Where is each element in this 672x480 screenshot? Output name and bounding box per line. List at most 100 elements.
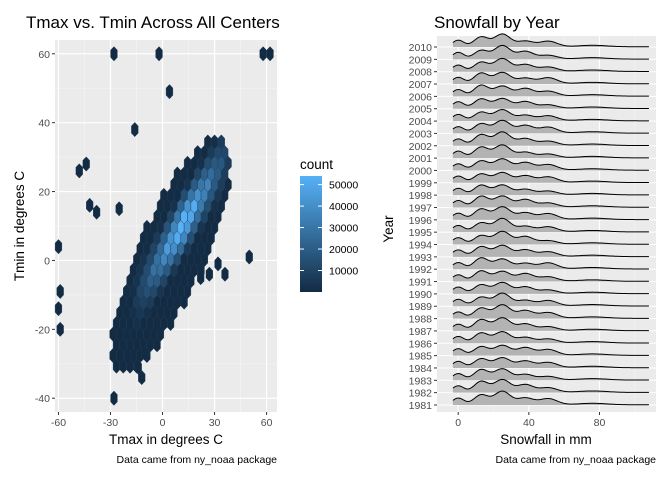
- hexbin-y-axis-label: Tmin in degrees C: [12, 171, 27, 282]
- ridge-area-2000: [452, 158, 649, 171]
- y-tick-label: 0: [44, 255, 50, 267]
- y-tick-label: 40: [38, 118, 50, 130]
- hex-cell-outlier: [131, 122, 139, 138]
- year-label: 2006: [409, 91, 433, 103]
- hexbin-caption: Data came from ny_noaa package: [116, 454, 277, 466]
- hex-cell-outlier: [110, 46, 118, 62]
- year-label: 1994: [409, 240, 433, 252]
- hex-cell-outlier: [197, 270, 205, 286]
- ridge-line-2007: [452, 71, 649, 85]
- hexbin-cells: [54, 46, 274, 406]
- x-tick-label: 30: [209, 417, 221, 429]
- hexbin-title: Tmax vs. Tmin Across All Centers: [26, 13, 280, 32]
- ridge-line-1998: [452, 184, 649, 196]
- hex-cell: [217, 134, 225, 150]
- year-label: 2002: [409, 141, 433, 153]
- ridge-line-2002: [452, 131, 649, 147]
- year-label: 1989: [409, 301, 433, 313]
- hex-cell-outlier: [205, 266, 213, 282]
- hex-cell-outlier: [221, 266, 229, 282]
- hex-cell-outlier: [115, 201, 123, 217]
- ridge-area-2002: [452, 131, 649, 146]
- ridge-area-2005: [452, 98, 649, 109]
- ridge-line-1994: [452, 230, 649, 245]
- year-label: 1983: [409, 375, 433, 387]
- year-label: 2005: [409, 104, 433, 116]
- hexbin-chart: Tmax vs. Tmin Across All Centers -60 -30 0…: [12, 13, 358, 466]
- year-label: 1981: [409, 400, 433, 412]
- year-label: 2003: [409, 128, 433, 140]
- y-tick-label: 60: [38, 49, 50, 61]
- year-label: 1988: [409, 314, 433, 326]
- ridge-area-1999: [452, 172, 649, 183]
- ridge-area-2008: [452, 58, 649, 72]
- ridge-line-1984: [452, 357, 649, 369]
- ridgeline-y-ticks: 1981198219831984198519861987198819891990…: [409, 42, 437, 412]
- hex-cell-outlier: [110, 390, 118, 406]
- year-label: 1987: [409, 326, 433, 338]
- ridge-area-1981: [452, 391, 649, 405]
- hex-cell-outlier: [214, 256, 222, 272]
- ridge-line-1987: [452, 317, 649, 332]
- year-label: 2009: [409, 54, 433, 66]
- ridge-line-1981: [452, 390, 649, 406]
- ridge-area-2006: [452, 84, 649, 97]
- y-tick-label: -20: [35, 324, 50, 336]
- ridge-line-1983: [452, 368, 649, 381]
- year-label: 1990: [409, 289, 433, 301]
- ridge-area-1982: [452, 379, 649, 393]
- ridge-line-1982: [452, 378, 649, 393]
- year-label: 2007: [409, 79, 433, 91]
- ridge-area-2009: [452, 45, 649, 60]
- ridge-area-1986: [452, 331, 649, 344]
- ridge-line-1991: [452, 270, 649, 282]
- ridgeline-x-axis-label: Snowfall in mm: [500, 432, 592, 447]
- year-label: 1998: [409, 190, 433, 202]
- hex-cell-outlier: [82, 156, 90, 172]
- year-label: 1996: [409, 215, 433, 227]
- year-label: 1995: [409, 227, 433, 239]
- hex-cell-outlier: [165, 84, 174, 100]
- legend-tick-label: 10000: [329, 266, 358, 278]
- ridge-area-1993: [452, 245, 649, 257]
- legend-tick-label: 50000: [329, 180, 358, 192]
- ridge-area-1998: [452, 184, 649, 196]
- hex-cell-outlier: [245, 249, 253, 265]
- year-label: 2004: [409, 116, 433, 128]
- ridge-area-1989: [452, 293, 649, 307]
- hex-cell-outlier: [124, 349, 132, 365]
- year-label: 2001: [409, 153, 433, 165]
- ridge-area-2010: [452, 33, 649, 47]
- hex-cell-outlier: [86, 197, 94, 213]
- ridge-line-2001: [452, 144, 649, 159]
- ridge-area-1990: [452, 282, 649, 294]
- ridge-line-2006: [452, 84, 649, 97]
- year-label: 1993: [409, 252, 433, 264]
- ridge-line-1993: [452, 244, 649, 258]
- year-label: 1984: [409, 363, 433, 375]
- y-tick-label: -40: [35, 393, 50, 405]
- hexbin-x-ticks: -60 -30 0 30 60: [51, 412, 273, 429]
- ridge-line-1986: [452, 331, 649, 344]
- ridge-area-1996: [452, 206, 649, 220]
- ridge-line-1996: [452, 206, 649, 221]
- ridge-area-2001: [452, 144, 649, 159]
- ridge-area-1983: [452, 368, 649, 381]
- hex-cell-outlier: [54, 239, 63, 255]
- ridge-line-1990: [452, 281, 649, 295]
- year-label: 1992: [409, 264, 433, 276]
- year-label: 2000: [409, 165, 433, 177]
- ridge-line-1999: [452, 171, 649, 184]
- y-tick-label: 20: [38, 187, 50, 199]
- ridge-line-2008: [452, 57, 649, 72]
- year-label: 2008: [409, 67, 433, 79]
- ridge-area-2003: [452, 120, 649, 134]
- ridge-area-1985: [452, 345, 649, 356]
- ridge-line-1995: [452, 217, 649, 233]
- ridge-line-2005: [452, 97, 649, 109]
- ridgeline-chart: Snowfall by Year 0 40 80 19811982198319841…: [381, 13, 656, 466]
- year-label: 1982: [409, 388, 433, 400]
- ridgeline-caption: Data came from ny_noaa package: [495, 454, 656, 466]
- legend-tick-label: 40000: [329, 201, 358, 213]
- legend-colorbar: [300, 176, 322, 292]
